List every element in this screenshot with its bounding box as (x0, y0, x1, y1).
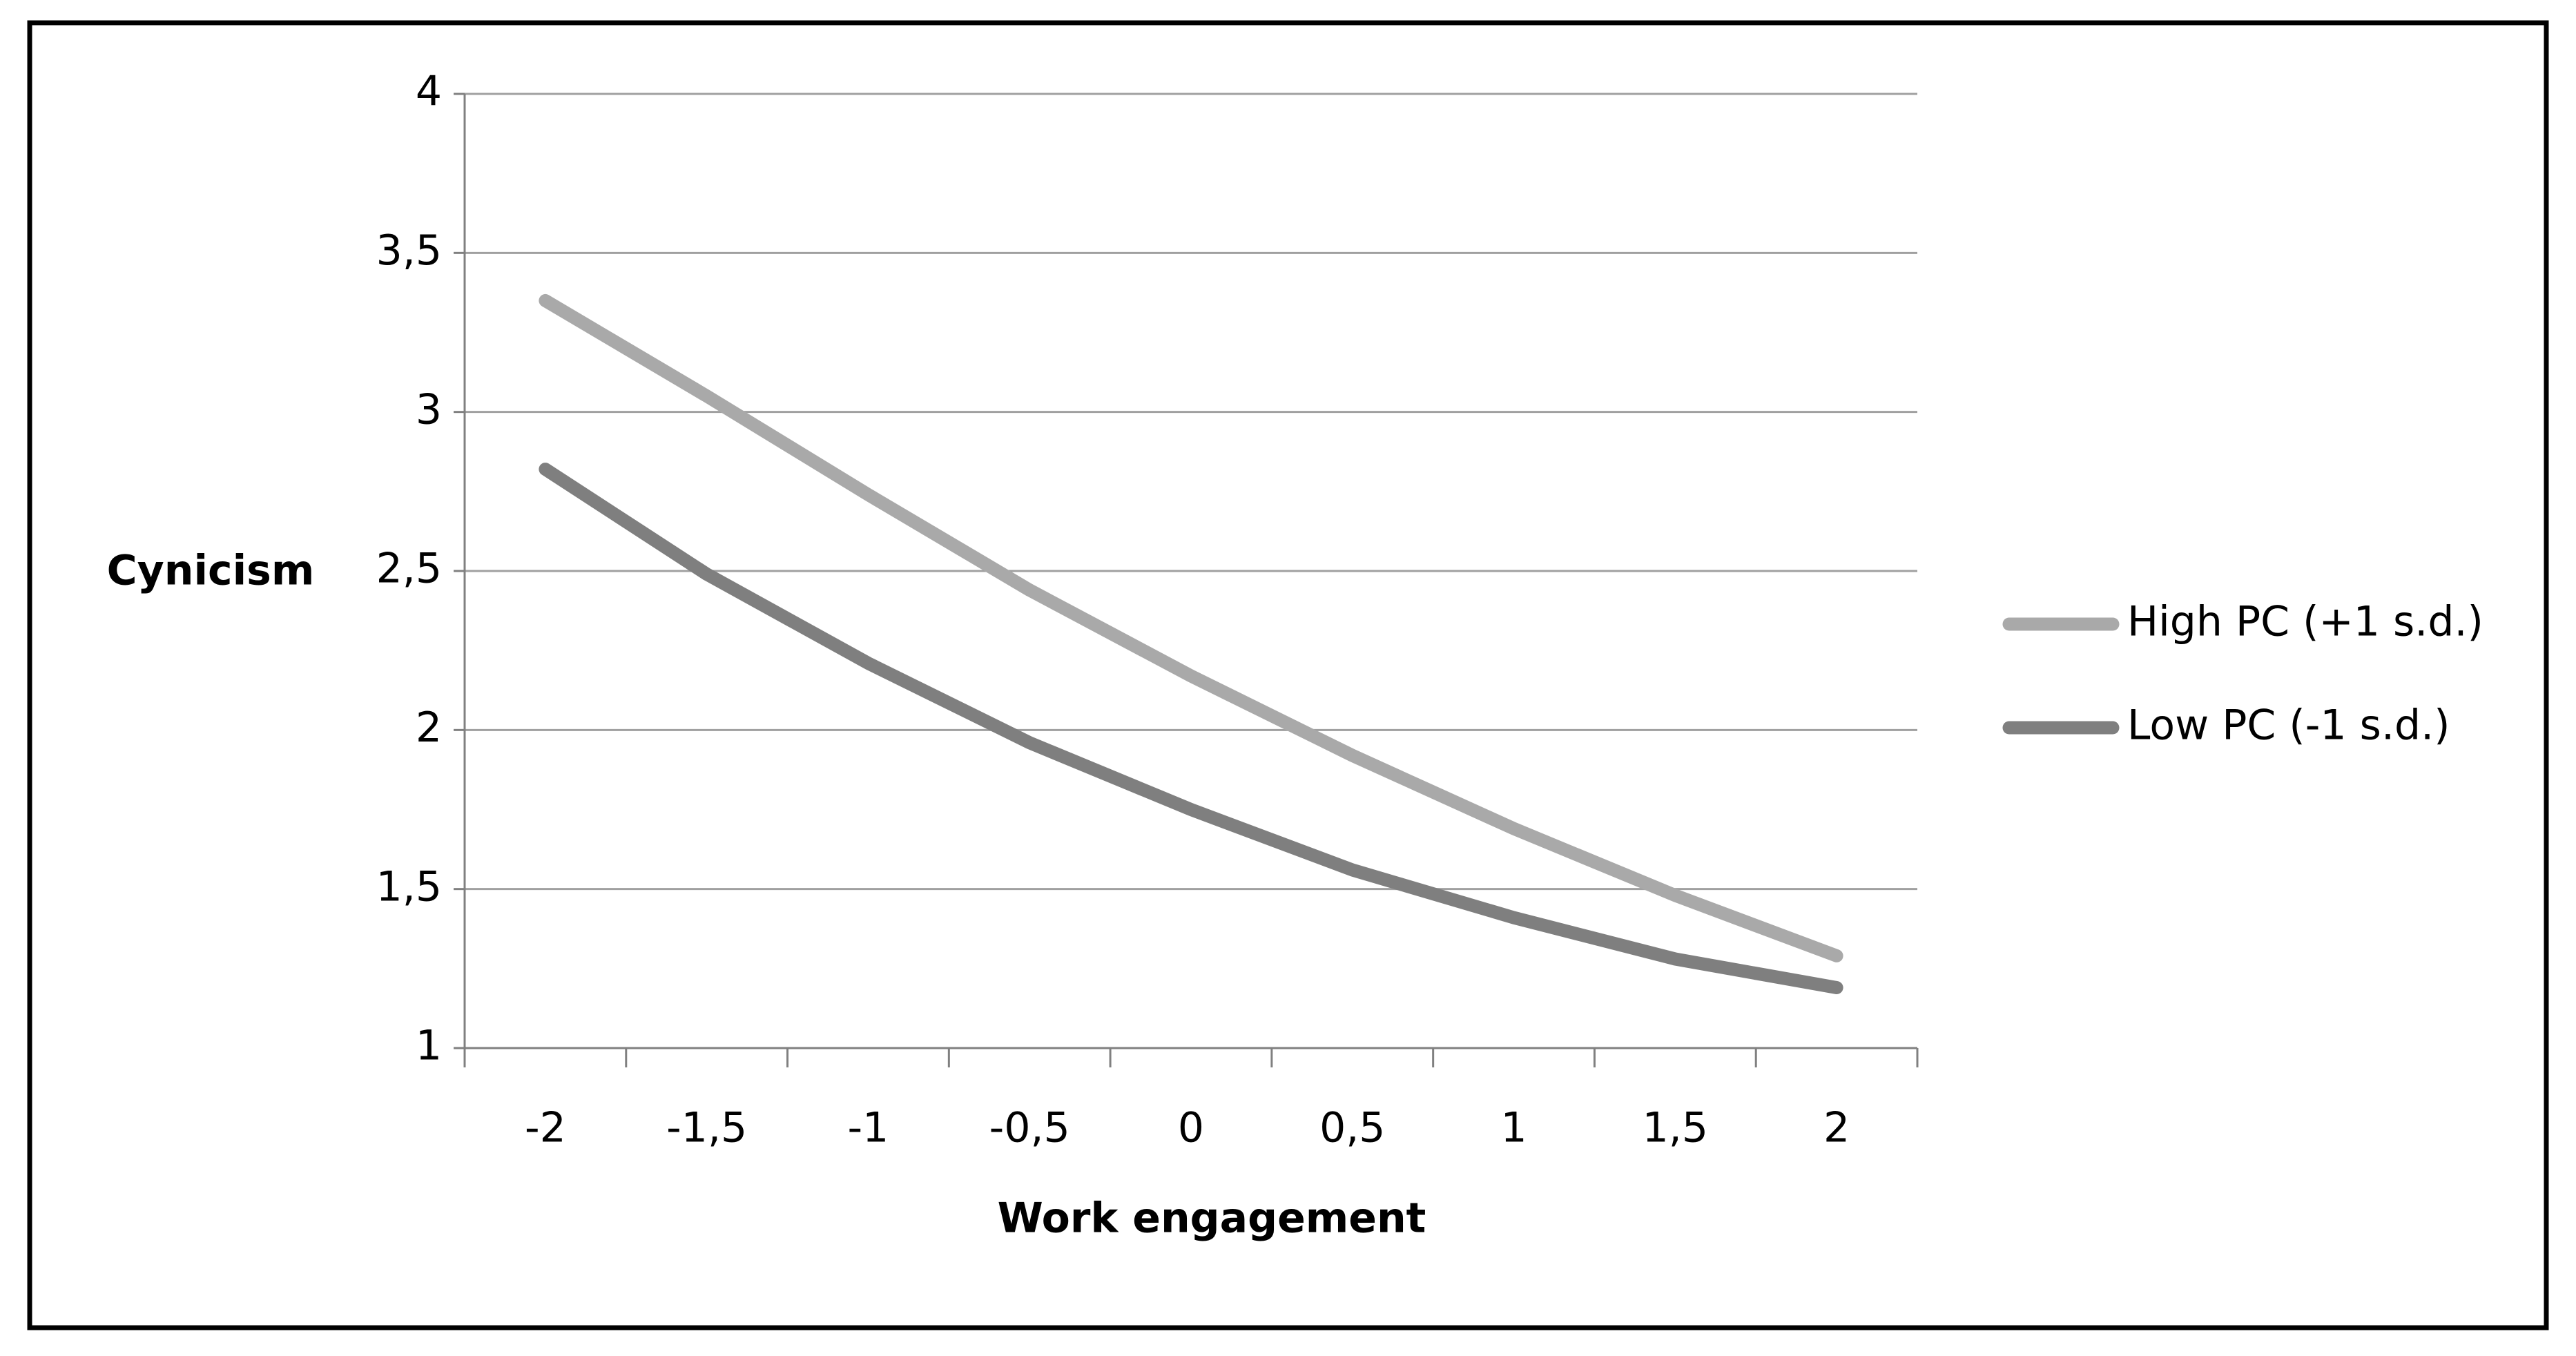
x-tick-label: -1,5 (666, 1104, 747, 1152)
x-tick-label: 1 (1500, 1104, 1527, 1152)
series-line (539, 463, 1843, 994)
y-tick-label: 3 (416, 385, 442, 434)
legend-label: Low PC (-1 s.d.) (2127, 701, 2450, 750)
y-tick-label: 1 (416, 1022, 442, 1070)
x-axis-title: Work engagement (998, 1194, 1426, 1243)
x-tick-label: -0,5 (989, 1104, 1070, 1152)
x-tick-label: -1 (848, 1104, 889, 1152)
legend-label: High PC (+1 s.d.) (2127, 598, 2483, 646)
x-tick-label: 2 (1823, 1104, 1850, 1152)
y-tick-label: 2 (416, 704, 442, 752)
x-tick-label: 1,5 (1643, 1104, 1708, 1152)
y-tick-label: 3,5 (376, 226, 442, 275)
x-tick-label: 0,5 (1319, 1104, 1385, 1152)
series-line (539, 293, 1843, 962)
y-tick-label: 4 (416, 68, 442, 116)
y-axis-title: Cynicism (107, 547, 315, 595)
y-tick-label: 1,5 (376, 862, 442, 911)
chart-border (27, 20, 2549, 1330)
x-tick-label: 0 (1178, 1104, 1204, 1152)
x-tick-label: -2 (525, 1104, 566, 1152)
y-tick-label: 2,5 (376, 545, 442, 593)
